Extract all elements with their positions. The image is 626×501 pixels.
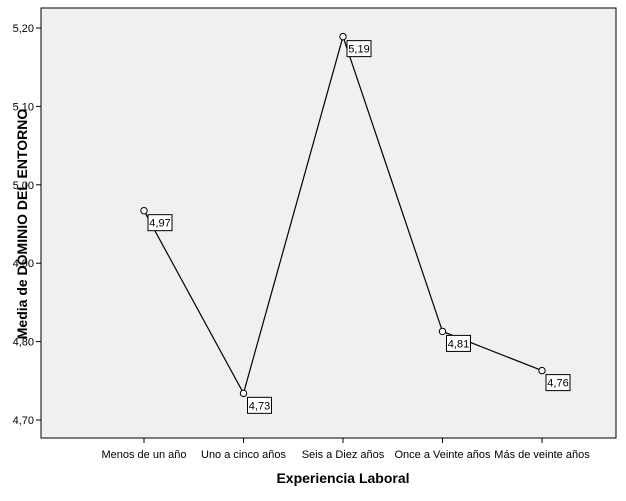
x-tick-label: Menos de un año: [101, 449, 186, 461]
data-label: 4,76: [545, 374, 571, 392]
data-label-text: 4,73: [249, 400, 270, 412]
data-label-box: [446, 334, 471, 352]
data-labels: 4,97 4,73 5,19 4,81 4,76: [147, 40, 571, 414]
data-label-text: 4,97: [149, 218, 170, 230]
data-label: 4,97: [147, 214, 173, 232]
x-tick-label: Once a Veinte años: [394, 449, 491, 461]
x-tick-label: Más de veinte años: [494, 449, 590, 461]
y-tick-label: 5,00: [13, 180, 34, 192]
data-label-text: 4,81: [448, 338, 469, 350]
data-point: [538, 366, 546, 375]
y-tick-label: 5,10: [13, 101, 34, 113]
data-label-box: [147, 214, 173, 232]
data-label: 5,19: [346, 40, 372, 58]
series-markers: [140, 32, 546, 398]
y-tick-label: 4,70: [13, 415, 34, 427]
y-tick-label: 4,80: [13, 337, 34, 349]
data-label-text: 5,19: [348, 44, 369, 56]
y-axis-title: Media de DOMINIO DEL ENTORNO: [14, 109, 30, 340]
x-axis-title: Experiencia Laboral: [276, 470, 409, 486]
data-point: [140, 206, 148, 215]
y-tick-label: 4,90: [13, 258, 34, 270]
y-axis: 4,70 4,80 4,90 5,00 5,10 5,20: [13, 23, 41, 427]
x-tick-label: Seis a Diez años: [302, 449, 385, 461]
data-point: [438, 327, 447, 336]
y-tick-label: 5,20: [13, 23, 34, 35]
data-label: 4,81: [446, 334, 471, 352]
data-point: [339, 32, 347, 41]
data-label-box: [247, 396, 272, 414]
data-label-box: [545, 374, 571, 392]
data-point: [239, 389, 248, 398]
x-axis: Menos de un año Uno a cinco años Seis a Di…: [101, 438, 590, 461]
data-label-text: 4,76: [547, 378, 568, 390]
data-label: 4,73: [247, 396, 272, 414]
plot-area: [40, 7, 617, 439]
x-tick-label: Uno a cinco años: [201, 449, 286, 461]
data-label-box: [346, 40, 372, 58]
